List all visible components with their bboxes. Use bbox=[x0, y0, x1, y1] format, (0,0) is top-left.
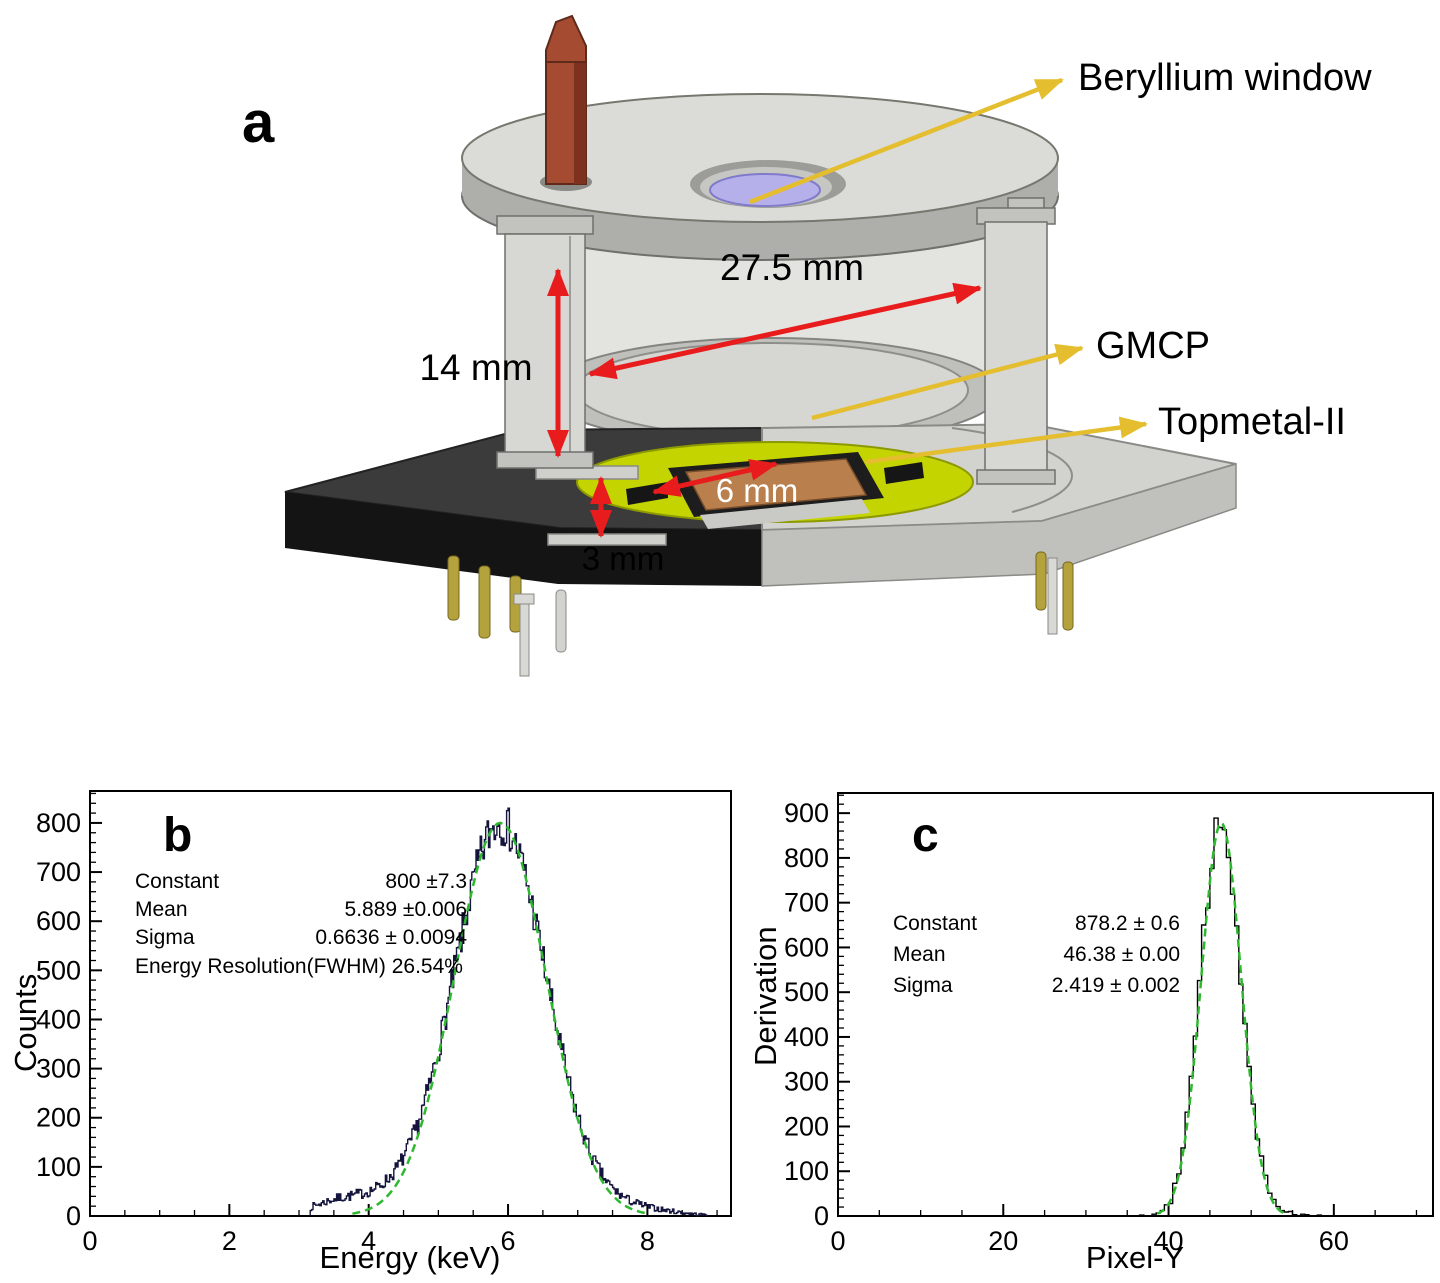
stat-value: 46.38 ± 0.00 bbox=[1063, 943, 1180, 966]
axis-ticks bbox=[89, 792, 718, 1217]
y-tick-label: 200 bbox=[784, 1111, 829, 1141]
stat-label: Sigma bbox=[135, 926, 195, 949]
y-tick-label: 600 bbox=[784, 932, 829, 962]
x-tick-label: 6 bbox=[501, 1226, 516, 1256]
panel-a-letter: a bbox=[242, 90, 275, 155]
gaussian-fit-curve bbox=[1156, 821, 1286, 1215]
dim-14mm-label: 14 mm bbox=[419, 347, 532, 388]
label-arrow-topmetal bbox=[865, 416, 1148, 465]
cylinder-left-wall bbox=[496, 215, 594, 469]
stat-label: Mean bbox=[135, 898, 188, 921]
y-tick-label: 900 bbox=[784, 798, 829, 828]
y-tick-label: 0 bbox=[66, 1201, 81, 1231]
panel-b-letter: b bbox=[163, 809, 193, 862]
plot-b: 0 2 4 6 8 0 100 200 300 400 500 600 700 800 bbox=[36, 790, 732, 1256]
y-tick-label: 300 bbox=[36, 1054, 81, 1084]
x-tick-label: 2 bbox=[222, 1226, 237, 1256]
stat-label: Constant bbox=[893, 912, 978, 935]
y-tick-label: 800 bbox=[36, 808, 81, 838]
plot-frame bbox=[89, 790, 732, 1217]
dim-27-5mm-label: 27.5 mm bbox=[720, 247, 864, 288]
y-tick-label: 400 bbox=[36, 1004, 81, 1034]
chart-panel-b: 0 2 4 6 8 0 100 200 300 400 500 600 700 800 bbox=[0, 780, 740, 1283]
y-tick-label: 200 bbox=[36, 1103, 81, 1133]
y-tick-label: 500 bbox=[36, 955, 81, 985]
x-axis-title-c: Pixel-Y bbox=[1085, 1240, 1185, 1275]
label-arrow-beryllium-window bbox=[749, 77, 1064, 205]
x-tick-label: 0 bbox=[82, 1226, 97, 1256]
stat-label: Mean bbox=[893, 943, 946, 966]
y-tick-label: 700 bbox=[784, 888, 829, 918]
stat-value: 5.889 ±0.006 bbox=[344, 898, 467, 921]
histogram-line bbox=[1127, 817, 1323, 1217]
x-tick-label: 8 bbox=[640, 1226, 655, 1256]
tick-labels: 0 2 4 6 8 0 100 200 300 400 500 600 700 800 bbox=[36, 808, 655, 1256]
stat-value: 0.6636 ± 0.0094 bbox=[315, 926, 467, 949]
device-cutaway-panel: a Beryllium window GMCP Topmetal-II 14 m… bbox=[242, 14, 1372, 677]
cut-flange-plates bbox=[535, 465, 667, 546]
dim-6mm-label: 6 mm bbox=[716, 472, 799, 509]
stat-value: 800 ±7.3 bbox=[385, 870, 467, 893]
chip-connector-right bbox=[884, 462, 924, 484]
x-tick-label: 20 bbox=[988, 1226, 1018, 1256]
beryllium-window bbox=[709, 173, 821, 207]
y-axis-title-b: Counts bbox=[8, 973, 43, 1072]
chart-panel-c: 0 20 40 60 0 100 200 300 400 500 600 700 800 900 bbox=[740, 780, 1440, 1283]
panel-c-letter: c bbox=[912, 809, 939, 862]
cylinder-right-wall bbox=[976, 197, 1056, 485]
x-tick-label: 40 bbox=[1154, 1226, 1184, 1256]
dimension-arrows bbox=[547, 268, 982, 538]
y-tick-label: 300 bbox=[784, 1067, 829, 1097]
x-tick-label: 60 bbox=[1319, 1226, 1349, 1256]
topmetal-label: Topmetal-II bbox=[1158, 401, 1346, 443]
gaussian-fit-curve bbox=[352, 821, 649, 1215]
x-tick-label: 0 bbox=[830, 1226, 845, 1256]
y-tick-label: 400 bbox=[784, 1022, 829, 1052]
dim-arrow-27-5mm bbox=[588, 282, 982, 380]
label-arrow-gmcp bbox=[811, 343, 1084, 421]
y-tick-label: 100 bbox=[36, 1152, 81, 1182]
histogram-line bbox=[309, 807, 708, 1217]
y-tick-label: 100 bbox=[784, 1156, 829, 1186]
stat-label: Sigma bbox=[893, 974, 953, 997]
y-tick-label: 600 bbox=[36, 906, 81, 936]
stat-label: Constant bbox=[135, 870, 220, 893]
label-arrows bbox=[749, 77, 1148, 465]
pinch-off-tube bbox=[540, 14, 592, 191]
beryllium-window-label: Beryllium window bbox=[1078, 57, 1372, 99]
y-tick-label: 700 bbox=[36, 857, 81, 887]
y-tick-label: 800 bbox=[784, 843, 829, 873]
gmcp-plate bbox=[575, 342, 969, 438]
stat-value: 2.419 ± 0.002 bbox=[1051, 974, 1180, 997]
dim-3mm-label: 3 mm bbox=[582, 540, 665, 577]
dim-arrow-6mm bbox=[652, 459, 778, 497]
device-cutaway-svg: a Beryllium window GMCP Topmetal-II 14 m… bbox=[242, 14, 1372, 677]
y-axis-title-c: Derivation bbox=[748, 926, 783, 1066]
connector-pins bbox=[447, 551, 1074, 677]
y-tick-label: 0 bbox=[814, 1201, 829, 1231]
fit-stats-panel-c: Constant 878.2 ± 0.6 Mean 46.38 ± 0.00 Sig… bbox=[893, 908, 1180, 1001]
energy-resolution-line: Energy Resolution(FWHM) 26.54% bbox=[135, 955, 463, 978]
y-tick-label: 500 bbox=[784, 977, 829, 1007]
gmcp-label: GMCP bbox=[1096, 325, 1210, 367]
histogram-b-svg: 0 2 4 6 8 0 100 200 300 400 500 600 700 800 bbox=[36, 790, 732, 1256]
x-axis-title-b: Energy (keV) bbox=[319, 1240, 501, 1275]
fit-stats-panel-b: Constant 800 ±7.3 Mean 5.889 ±0.006 Sigma 0… bbox=[135, 868, 467, 981]
axis-ticks bbox=[837, 794, 1418, 1217]
stat-value: 878.2 ± 0.6 bbox=[1075, 912, 1180, 935]
x-tick-label: 4 bbox=[361, 1226, 376, 1256]
